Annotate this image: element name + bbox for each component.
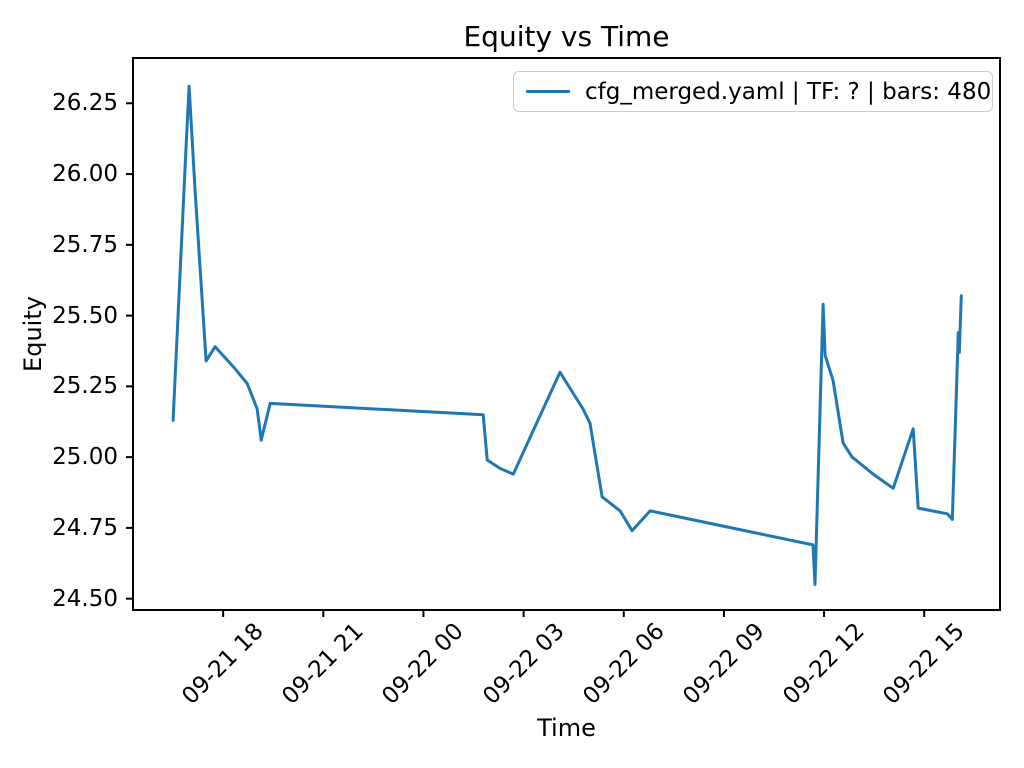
y-axis-label: Equity: [19, 296, 47, 372]
tick-marks: [126, 102, 926, 617]
equity-line-series: [171, 84, 963, 586]
axes-frame: [132, 57, 1001, 611]
y-tick-label: 25.75: [52, 231, 118, 258]
y-tick-label: 26.25: [52, 90, 118, 117]
chart-title: Equity vs Time: [463, 20, 670, 53]
y-tick-label: 25.25: [52, 373, 118, 400]
y-tick-label: 25.00: [52, 444, 118, 471]
y-tick-label: 25.50: [52, 302, 118, 329]
y-tick-label: 24.75: [52, 514, 118, 541]
legend-label: cfg_merged.yaml | TF: ? | bars: 480: [585, 78, 992, 105]
x-axis-label: Time: [537, 714, 596, 742]
legend-line-swatch: [526, 89, 570, 94]
y-tick-label: 24.50: [52, 585, 118, 612]
y-tick-label: 26.00: [52, 161, 118, 188]
legend: cfg_merged.yaml | TF: ? | bars: 480: [513, 71, 993, 112]
